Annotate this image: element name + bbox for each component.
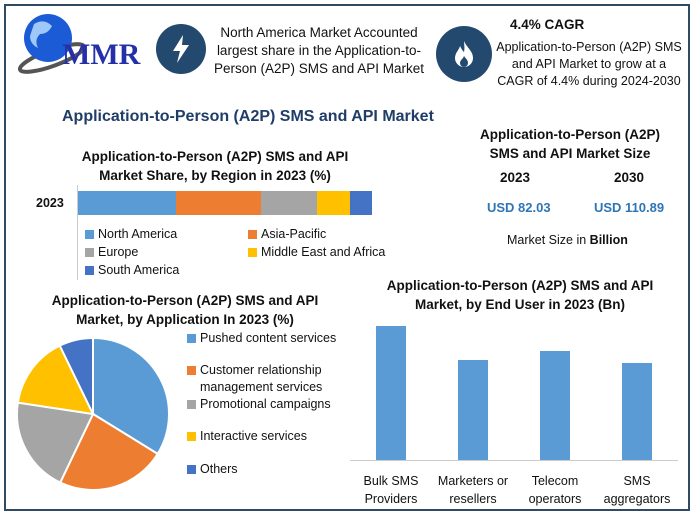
application-legend-item: Promotional campaigns [187,396,350,413]
legend-label: Asia-Pacific [261,227,327,241]
cagr-title: 4.4% CAGR [510,17,585,32]
region-segment-south-america [349,191,372,215]
market-size-title: Application-to-Person (A2P) SMS and API … [479,127,660,161]
legend-swatch [85,247,94,257]
legend-swatch [187,465,196,474]
region-legend-item: North America [85,227,177,241]
value-2030: USD 110.89 [594,200,665,215]
legend-swatch [85,229,94,239]
flame-icon [436,26,492,82]
enduser-baseline [350,460,678,461]
pie-slice-3 [16,401,95,484]
legend-label: Customer relationship management service… [200,363,323,394]
infographic-frame [4,4,690,511]
region-segment-europe [261,191,317,215]
legend-swatch [248,247,257,257]
region-legend-item: South America [85,263,179,277]
application-pie [16,336,170,491]
legend-label: Middle East and Africa [261,245,386,259]
legend-swatch [187,432,196,441]
year-2030: 2030 [614,170,645,185]
application-chart-title: Application-to-Person (A2P) SMS and API … [51,293,319,327]
legend-label: Promotional campaigns [200,397,331,411]
page-title: Application-to-Person (A2P) SMS and API … [62,108,434,125]
region-legend-item: Europe [85,245,138,259]
pie-slice-4 [16,344,95,416]
region-legend-item: Middle East and Africa [248,245,385,259]
enduser-category-label: Telecom operators [528,474,582,506]
application-legend-item: Others [187,461,350,478]
application-legend-item: Pushed content services [187,330,350,347]
region-stacked-bar [78,191,372,215]
enduser-bar [376,326,406,460]
market-size-note: Market Size in Billion [507,233,628,247]
legend-label: Europe [98,245,139,259]
legend-swatch [187,400,196,409]
enduser-bar [622,362,652,460]
region-axis-line [77,185,78,280]
lightning-icon [156,24,206,74]
legend-swatch [187,366,196,375]
enduser-bar [540,351,570,460]
legend-swatch [85,265,94,275]
note-prefix: Market Size in [507,233,590,247]
region-category-label: 2023 [36,196,64,210]
application-legend-item: Interactive services [187,428,350,445]
region-segment-asia-pacific [176,191,262,215]
mmr-logo: MMR [12,10,142,75]
enduser-bar [458,360,488,460]
legend-swatch [187,334,196,343]
cagr-text: Application-to-Person (A2P) SMS and API … [496,40,682,88]
region-segment-north-america [78,191,177,215]
highlight-text: North America Market Accounted largest s… [213,25,425,76]
region-legend-item: Asia-Pacific [248,227,326,241]
legend-swatch [248,229,257,239]
legend-label: Others [200,462,238,476]
region-chart-title: Application-to-Person (A2P) SMS and API … [81,149,349,183]
legend-label: South America [98,263,180,277]
note-unit: Billion [589,233,628,247]
enduser-category-label: Bulk SMS Providers [363,474,419,506]
year-2023: 2023 [500,170,531,185]
legend-label: Pushed content services [200,331,337,345]
region-segment-middle-east-and-africa [316,191,350,215]
legend-label: North America [98,227,178,241]
enduser-category-label: SMS aggregators [603,474,671,506]
value-2023: USD 82.03 [487,200,551,215]
globe-icon [17,14,87,74]
pie-slice-5 [58,336,94,415]
legend-label: Interactive services [200,429,307,443]
logo-text: MMR [62,38,141,71]
enduser-category-label: Marketers or resellers [437,474,509,506]
enduser-chart-title: Application-to-Person (A2P) SMS and API … [386,278,654,312]
application-legend-item: Customer relationship management service… [187,362,350,396]
